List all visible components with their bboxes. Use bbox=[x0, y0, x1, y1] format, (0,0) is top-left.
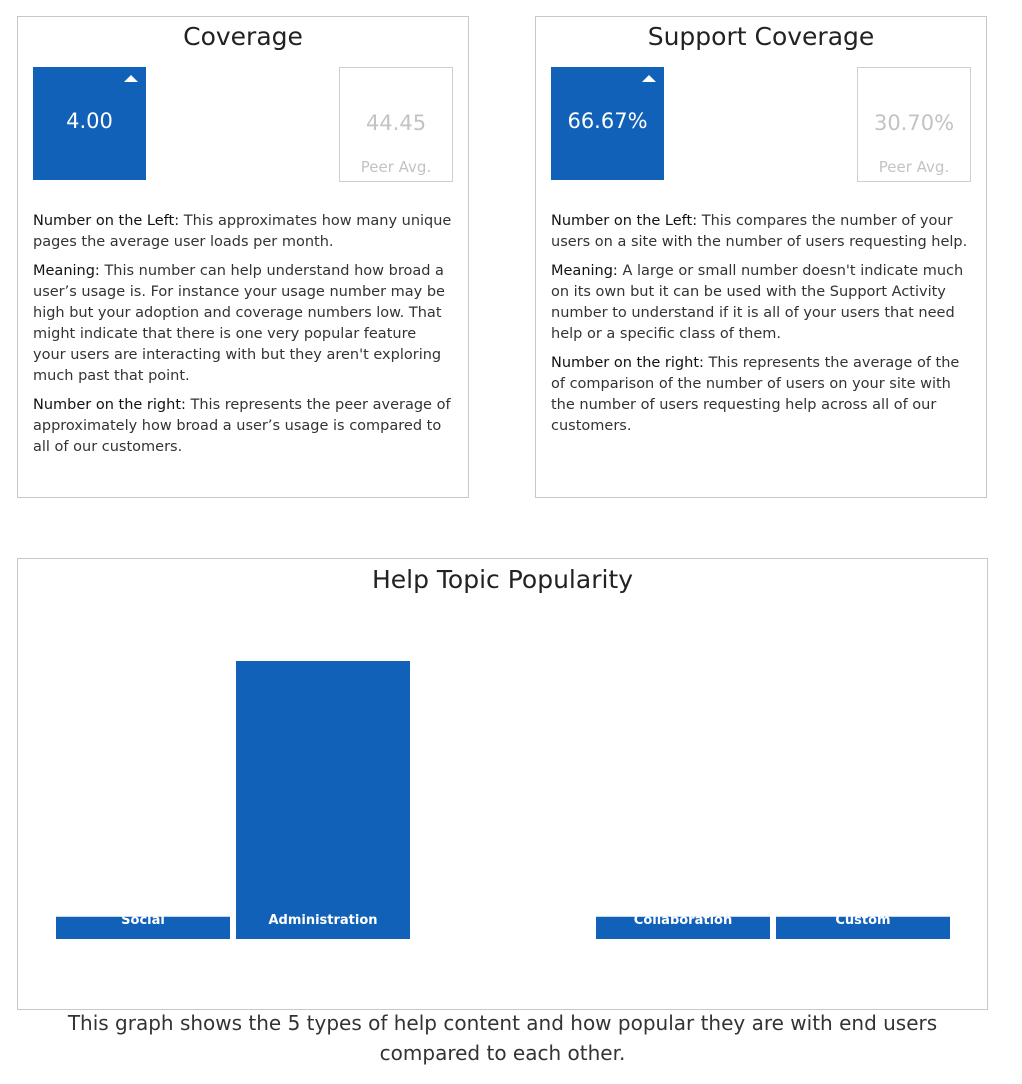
support-right-heading: Number on the right: bbox=[551, 355, 704, 371]
support-meaning-text: A large or small number doesn't indicate… bbox=[551, 263, 964, 342]
support-left-paragraph: Number on the Left: This compares the nu… bbox=[551, 211, 971, 253]
support-coverage-value: 66.67% bbox=[567, 109, 648, 133]
support-coverage-peer-label: Peer Avg. bbox=[878, 158, 950, 176]
coverage-peer-tile[interactable]: 44.45 Peer Avg. bbox=[339, 67, 453, 182]
support-coverage-title: Support Coverage bbox=[647, 22, 875, 51]
support-left-text: This compares the number of your users o… bbox=[551, 213, 968, 250]
support-right-paragraph: Number on the right: This represents the… bbox=[551, 353, 971, 437]
bar-label-administration: Administration bbox=[268, 913, 377, 928]
coverage-meaning-heading: Meaning: bbox=[33, 263, 100, 279]
coverage-value-tile[interactable]: 4.00 bbox=[33, 67, 146, 180]
support-right-text: This represents the average of the of co… bbox=[551, 355, 960, 434]
coverage-title: Coverage bbox=[183, 22, 303, 51]
coverage-left-heading: Number on the Left: bbox=[33, 213, 180, 229]
bar-collaboration[interactable] bbox=[596, 916, 770, 939]
coverage-meaning-paragraph: Meaning: This number can help understand… bbox=[33, 261, 453, 387]
support-coverage-description: Number on the Left: This compares the nu… bbox=[551, 211, 971, 445]
triangle-up-icon bbox=[124, 75, 138, 82]
bar-label-social: Social bbox=[121, 913, 165, 928]
bar-label-collaboration: Collaboration bbox=[634, 913, 732, 928]
help-topic-footer: This graph shows the 5 types of help con… bbox=[67, 1011, 938, 1065]
coverage-peer-value: 44.45 bbox=[365, 111, 427, 135]
chart-title: Help Topic Popularity bbox=[372, 565, 633, 594]
coverage-description: Number on the Left: This approximates ho… bbox=[33, 211, 453, 466]
triangle-up-icon bbox=[642, 75, 656, 82]
bar-social[interactable] bbox=[56, 916, 230, 939]
support-meaning-heading: Meaning: bbox=[551, 263, 618, 279]
coverage-card: Coverage 4.00 44.45 Peer Avg. Number on … bbox=[17, 16, 469, 498]
coverage-right-heading: Number on the right: bbox=[33, 397, 186, 413]
coverage-left-text: This approximates how many unique pages … bbox=[33, 213, 452, 250]
bar-administration[interactable] bbox=[236, 661, 410, 939]
support-left-heading: Number on the Left: bbox=[551, 213, 698, 229]
coverage-value: 4.00 bbox=[66, 109, 113, 133]
bar-label-custom: Custom bbox=[835, 913, 890, 928]
coverage-meaning-text: This number can help understand how broa… bbox=[33, 263, 445, 384]
support-coverage-peer-value: 30.70% bbox=[873, 111, 955, 135]
coverage-peer-label: Peer Avg. bbox=[360, 158, 432, 176]
support-coverage-value-tile[interactable]: 66.67% bbox=[551, 67, 664, 180]
help-topic-card: Help Topic Popularity Social Administratio… bbox=[17, 558, 988, 1010]
support-coverage-card: Support Coverage 66.67% 30.70% Peer Avg.… bbox=[535, 16, 987, 498]
support-coverage-peer-tile[interactable]: 30.70% Peer Avg. bbox=[857, 67, 971, 182]
support-meaning-paragraph: Meaning: A large or small number doesn't… bbox=[551, 261, 971, 345]
bar-custom[interactable] bbox=[776, 916, 950, 939]
coverage-right-text: This represents the peer average of appr… bbox=[33, 397, 451, 455]
help-topic-chart: Help Topic Popularity Social Administratio… bbox=[56, 565, 950, 939]
coverage-left-paragraph: Number on the Left: This approximates ho… bbox=[33, 211, 453, 253]
coverage-right-paragraph: Number on the right: This represents the… bbox=[33, 395, 453, 458]
